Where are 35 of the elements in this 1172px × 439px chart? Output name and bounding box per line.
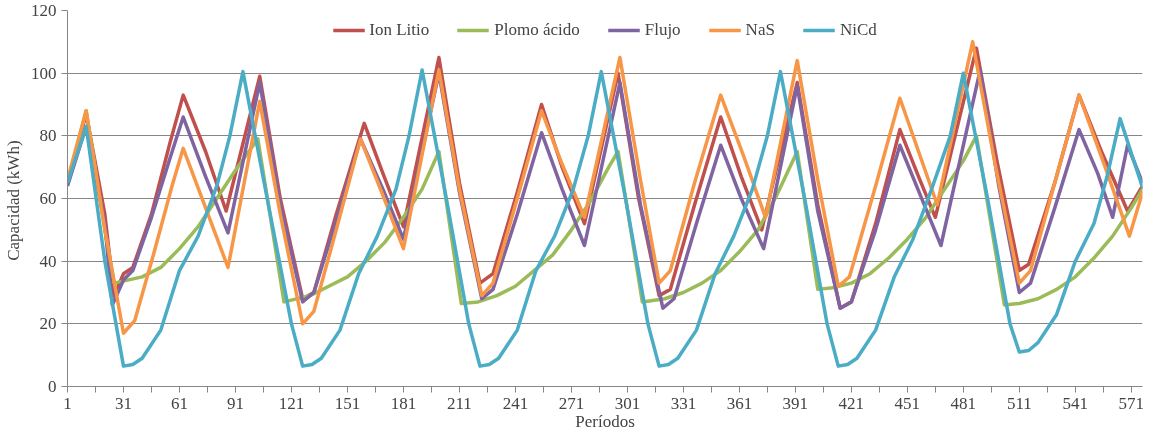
- x-tick-label: 421: [838, 393, 865, 413]
- x-tick-label: 211: [446, 393, 472, 413]
- x-tick-label: 61: [170, 393, 188, 413]
- x-tick-label: 121: [278, 393, 305, 413]
- x-tick-label: 511: [1006, 393, 1032, 413]
- y-tick-label: 60: [39, 189, 57, 208]
- x-tick-label: 481: [950, 393, 977, 413]
- y-tick-label: 20: [39, 314, 57, 334]
- y-tick-label: 40: [39, 251, 57, 271]
- x-tick-label: 181: [390, 393, 417, 413]
- x-tick-label: 271: [558, 393, 585, 413]
- legend-label: NiCd: [839, 20, 877, 40]
- y-tick-label: 100: [31, 63, 57, 83]
- y-tick-label: 80: [39, 126, 57, 146]
- x-tick-label: 301: [614, 393, 641, 413]
- x-tick-label: 331: [670, 393, 697, 413]
- x-axis-title: Períodos: [575, 411, 635, 431]
- x-tick-label: 451: [894, 393, 921, 413]
- line-series: [67, 68, 1143, 368]
- y-tick-label: 120: [31, 1, 57, 20]
- x-tick-label: 541: [1062, 393, 1089, 413]
- x-tick-label: 571: [1118, 393, 1145, 413]
- y-axis-title: Capacidad (kWh): [4, 140, 23, 261]
- y-tick-label: 0: [48, 377, 57, 396]
- legend-label: Flujo: [644, 20, 681, 40]
- x-tick-label: 1: [63, 393, 72, 413]
- x-tick-label: 31: [114, 393, 132, 413]
- legend-label: Plomo ácido: [494, 20, 580, 40]
- legend-label: Ion Litio: [369, 20, 430, 40]
- legend-label: NaS: [745, 20, 775, 40]
- x-tick-label: 361: [726, 393, 753, 413]
- x-tick-label: 241: [502, 393, 529, 413]
- x-tick-label: 151: [334, 393, 361, 413]
- x-tick-label: 391: [782, 393, 809, 413]
- x-tick-label: 91: [226, 393, 244, 413]
